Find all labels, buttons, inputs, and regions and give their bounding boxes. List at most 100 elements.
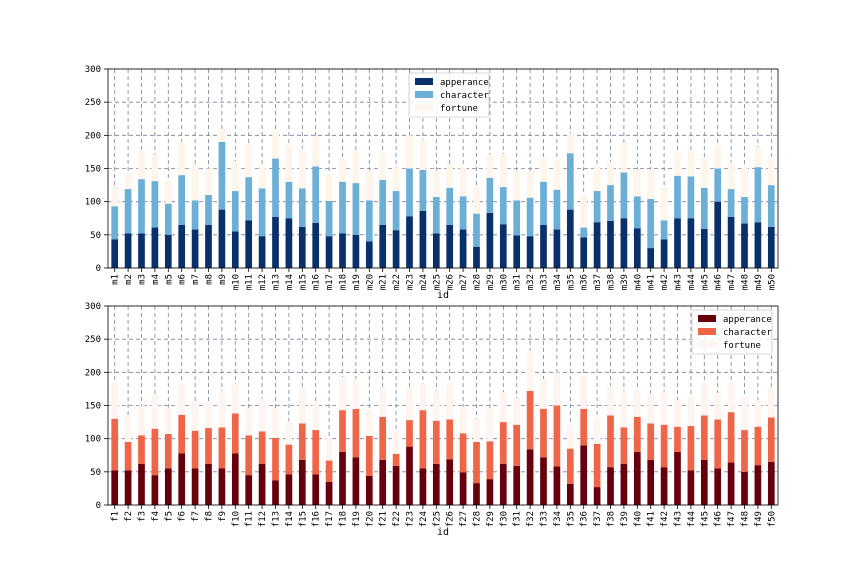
x-tick-label: f45 — [700, 511, 710, 527]
x-tick-label: f34 — [553, 511, 563, 527]
bar-m38-fortune — [607, 161, 614, 186]
bar-m37-apperance — [593, 222, 601, 268]
bar-f49-fortune — [754, 400, 762, 427]
bar-f46-character — [714, 419, 722, 469]
bar-f50-apperance — [767, 461, 775, 505]
x-tick-label: f28 — [473, 511, 483, 527]
bar-m21-character — [379, 179, 387, 225]
bar-f47-character — [727, 412, 735, 463]
bar-m27-fortune — [459, 166, 467, 197]
legend-swatch-apperance — [698, 315, 716, 322]
x-tick-label: m29 — [486, 274, 496, 290]
x-tick-label: m35 — [566, 274, 576, 290]
bar-m43-fortune — [674, 152, 681, 176]
bar-m30-fortune — [499, 153, 507, 188]
x-tick-label: m4 — [151, 274, 161, 285]
x-tick-label: f11 — [245, 511, 255, 527]
bar-f32-apperance — [526, 449, 534, 505]
bar-m30-character — [499, 187, 507, 225]
bar-m41-character — [647, 199, 655, 249]
bar-m41-apperance — [647, 248, 655, 268]
y-tick-label: 300 — [85, 65, 101, 75]
bar-f36-fortune — [580, 375, 588, 409]
x-tick-label: f22 — [392, 511, 402, 527]
x-tick-label: m24 — [419, 274, 429, 290]
bar-f26-character — [446, 419, 454, 460]
bar-f22-apperance — [392, 465, 400, 505]
x-tick-label: m33 — [540, 274, 550, 290]
bar-m26-character — [446, 187, 454, 225]
bar-m34-character — [553, 189, 561, 230]
x-tick-label: f27 — [459, 511, 469, 527]
bar-f9-fortune — [218, 390, 226, 428]
legend-label: fortune — [440, 104, 478, 114]
bar-m6-character — [178, 175, 186, 225]
x-axis-title: id — [437, 527, 449, 538]
bar-f9-character — [218, 427, 226, 469]
bar-m4-fortune — [151, 154, 159, 182]
bar-m1-fortune — [111, 186, 119, 207]
bar-f29-fortune — [486, 408, 494, 442]
legend-swatch-character — [698, 328, 716, 335]
bar-m13-apperance — [272, 216, 279, 268]
x-tick-label: f47 — [727, 511, 737, 527]
x-tick-label: m39 — [620, 274, 630, 290]
bar-m39-fortune — [620, 142, 628, 173]
x-tick-label: m19 — [352, 274, 362, 290]
bar-m42-character — [660, 220, 668, 240]
bar-m28-fortune — [473, 187, 480, 214]
bar-f4-apperance — [151, 475, 159, 505]
bar-m26-fortune — [446, 164, 454, 188]
bar-m7-fortune — [191, 163, 199, 201]
bar-m25-apperance — [432, 233, 440, 268]
bar-m20-fortune — [365, 170, 373, 201]
bar-m16-character — [312, 166, 320, 223]
legend-swatch-character — [415, 91, 433, 98]
bar-m8-fortune — [205, 168, 212, 196]
x-tick-label: m27 — [459, 274, 469, 290]
bar-f47-apperance — [727, 462, 735, 505]
legend-swatch-apperance — [415, 78, 433, 85]
bar-m44-character — [687, 176, 695, 219]
x-tick-label: f21 — [379, 511, 389, 527]
bar-f16-apperance — [312, 474, 320, 505]
plot-frame — [107, 305, 779, 506]
bar-m27-apperance — [459, 229, 467, 268]
bar-f3-apperance — [138, 463, 145, 505]
x-tick-label: f9 — [218, 511, 228, 522]
bar-f35-fortune — [566, 425, 574, 449]
bar-m49-fortune — [754, 147, 762, 168]
bar-m24-fortune — [419, 139, 427, 170]
bar-f9-apperance — [218, 468, 226, 505]
bar-m41-fortune — [647, 169, 655, 200]
x-tick-label: m42 — [660, 274, 670, 290]
x-tick-label: m2 — [124, 274, 134, 285]
bar-f16-character — [312, 430, 320, 475]
bar-f42-character — [660, 424, 668, 468]
plot-frame — [107, 68, 779, 269]
x-tick-label: f7 — [191, 511, 201, 522]
bar-f10-apperance — [231, 453, 239, 505]
bar-f7-character — [191, 430, 199, 469]
x-tick-label: f36 — [580, 511, 590, 527]
bar-m19-fortune — [352, 149, 360, 184]
bar-m19-apperance — [352, 234, 360, 268]
bar-m47-apperance — [727, 216, 735, 268]
x-tick-label: m16 — [312, 274, 322, 290]
bar-f40-apperance — [633, 451, 641, 505]
x-tick-label: m11 — [245, 274, 255, 290]
y-tick-label: 100 — [85, 435, 101, 445]
bar-f35-character — [566, 448, 574, 484]
bar-f46-apperance — [714, 468, 722, 505]
bar-f10-fortune — [231, 383, 239, 414]
bar-m38-apperance — [607, 220, 614, 268]
bar-m48-character — [741, 197, 748, 224]
bar-m2-apperance — [124, 233, 132, 268]
bar-m48-fortune — [741, 167, 748, 198]
x-tick-label: f19 — [352, 511, 362, 527]
bar-m9-apperance — [218, 209, 226, 268]
bar-m13-fortune — [272, 132, 279, 159]
bar-m19-character — [352, 183, 360, 235]
y-tick-label: 300 — [85, 302, 101, 312]
